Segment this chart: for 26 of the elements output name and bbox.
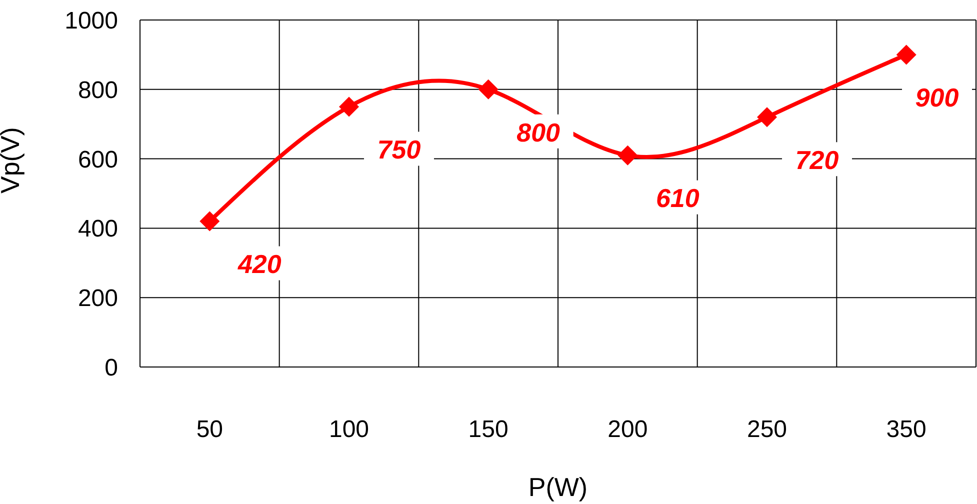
data-label: 420 [236, 249, 282, 280]
y-tick-label: 200 [78, 285, 118, 312]
point [757, 107, 777, 128]
y-tick-label: 0 [104, 354, 118, 382]
x-tick-label: 250 [746, 416, 788, 444]
point [200, 211, 220, 232]
x-tick-label: 150 [468, 416, 508, 444]
data-label: 610 [656, 183, 700, 214]
data-label: 750 [377, 134, 422, 165]
x-tick-label: 350 [886, 416, 926, 444]
data-label: 720 [795, 145, 840, 176]
data-label: 900 [915, 82, 960, 113]
point [618, 145, 638, 166]
point [478, 79, 498, 100]
x-tick-label: 200 [608, 416, 648, 444]
data-label: 800 [516, 117, 561, 148]
y-tick-label: 600 [78, 146, 118, 174]
y-tick-label: 800 [78, 76, 118, 104]
x-tick-label: 100 [328, 416, 370, 444]
x-axis-title: P(W) [528, 472, 588, 502]
y-axis-title: Vp(V) [0, 127, 26, 194]
point [896, 44, 916, 65]
y-tick-label: 400 [78, 216, 118, 243]
point [339, 96, 359, 117]
y-tick-label: 1000 [64, 8, 118, 35]
x-tick-label: 50 [196, 416, 224, 444]
